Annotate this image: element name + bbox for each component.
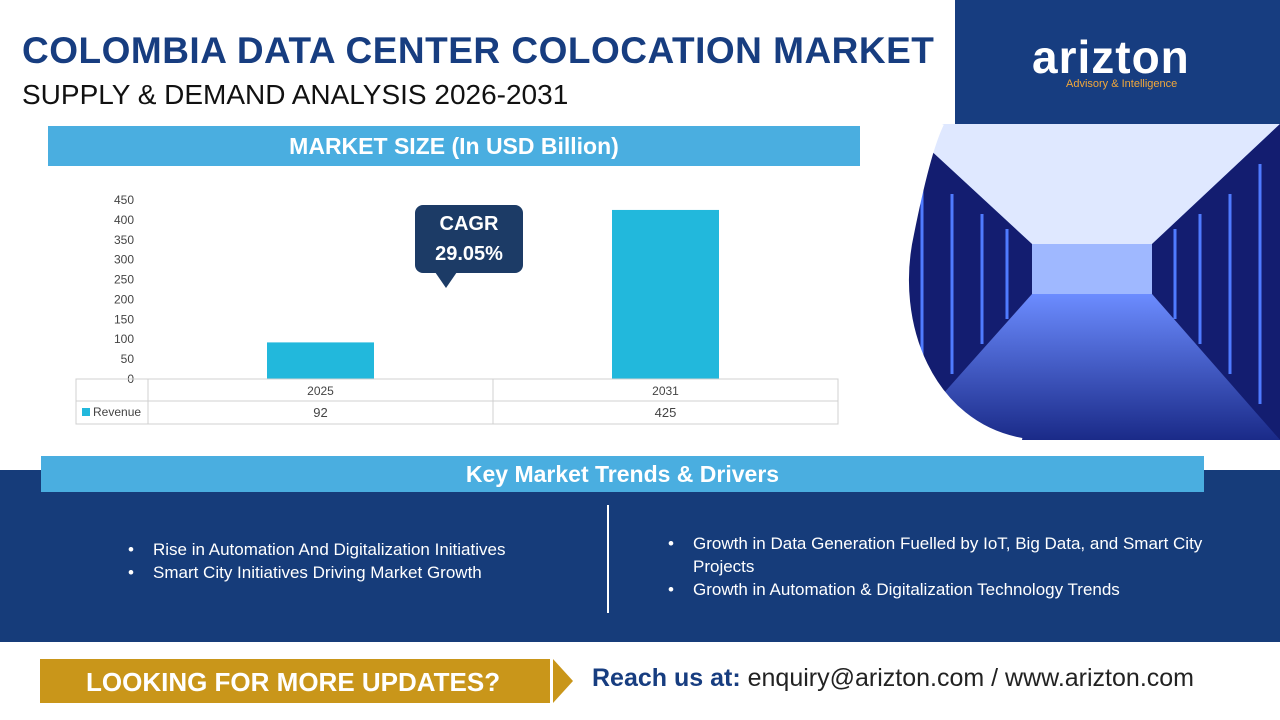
cagr-callout-pointer [435, 272, 457, 288]
brand-tagline: Advisory & Intelligence [1066, 78, 1178, 90]
cagr-callout: CAGR 29.05% [415, 205, 523, 273]
cagr-value: 29.05% [435, 243, 503, 265]
trends-header: Key Market Trends & Drivers [41, 456, 1204, 492]
y-tick-label: 100 [114, 332, 134, 346]
bar-2025 [267, 342, 374, 379]
trend-item: Growth in Data Generation Fuelled by IoT… [663, 532, 1223, 578]
market-size-header: MARKET SIZE (In USD Billion) [48, 126, 860, 166]
y-tick-label: 200 [114, 292, 134, 306]
trend-item: Growth in Automation & Digitalization Te… [663, 578, 1223, 601]
data-table: Revenue 2025 92 2031 425 [75, 378, 839, 425]
legend-swatch-revenue [82, 408, 90, 416]
y-tick-label: 150 [114, 312, 134, 326]
page-subtitle: SUPPLY & DEMAND ANALYSIS 2026-2031 [22, 79, 569, 110]
trends-right-list: Growth in Data Generation Fuelled by IoT… [663, 532, 1223, 601]
trends-divider [607, 505, 609, 613]
trend-item: Smart City Initiatives Driving Market Gr… [123, 561, 563, 584]
y-tick-label: 450 [114, 193, 134, 207]
page-title: COLOMBIA DATA CENTER COLOCATION MARKET [22, 30, 935, 71]
y-tick-label: 50 [121, 352, 135, 366]
cta-arrow-icon [553, 659, 573, 703]
cagr-label: CAGR [439, 213, 499, 235]
legend-revenue: Revenue [93, 405, 141, 419]
data-table-value: 92 [313, 405, 327, 420]
bars [267, 209, 719, 379]
bar-2031 [612, 209, 719, 379]
y-tick-label: 300 [114, 253, 134, 267]
y-tick-label: 250 [114, 273, 134, 287]
contact-value: enquiry@arizton.com / www.arizton.com [747, 664, 1194, 692]
x-tick-label: 2025 [307, 384, 334, 398]
contact-info: Reach us at: enquiry@arizton.com / www.a… [592, 664, 1194, 693]
data-table-value: 425 [655, 405, 677, 420]
brand-logo: arizton [1032, 31, 1190, 83]
x-tick-label: 2031 [652, 384, 679, 398]
y-tick-label: 350 [114, 233, 134, 247]
contact-label: Reach us at: [592, 664, 741, 692]
trends-left-list: Rise in Automation And Digitalization In… [123, 538, 563, 584]
cta-banner: LOOKING FOR MORE UPDATES? [40, 659, 550, 703]
y-tick-label: 400 [114, 213, 134, 227]
datacenter-image [904, 124, 1280, 440]
trend-item: Rise in Automation And Digitalization In… [123, 538, 563, 561]
